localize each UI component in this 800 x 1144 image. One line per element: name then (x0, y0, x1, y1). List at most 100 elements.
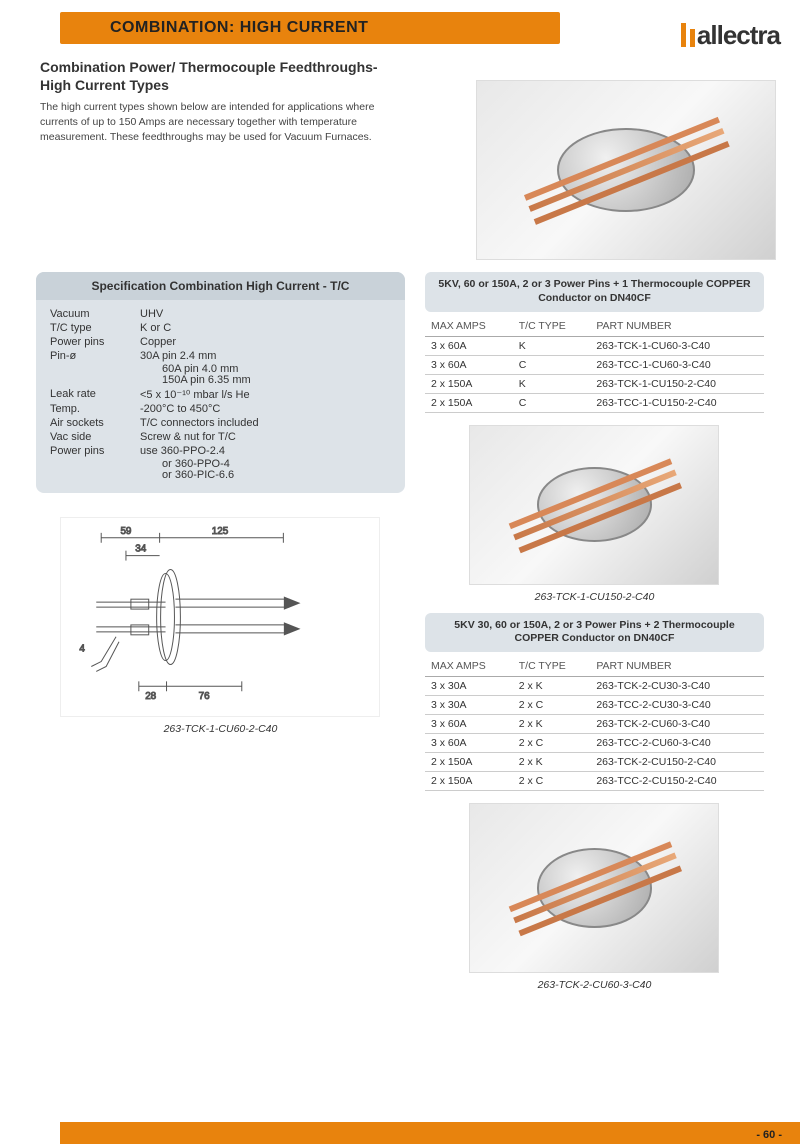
table2-title: 5KV 30, 60 or 150A, 2 or 3 Power Pins + … (425, 613, 764, 652)
table-column: T/C TYPE (513, 316, 591, 337)
product-table-2: 5KV 30, 60 or 150A, 2 or 3 Power Pins + … (425, 613, 764, 791)
table-cell: K (513, 374, 591, 393)
table-cell: C (513, 393, 591, 412)
spec-row: Vac sideScrew & nut for T/C (50, 431, 391, 443)
banner-title: COMBINATION: HIGH CURRENT (110, 19, 368, 37)
spec-row: VacuumUHV (50, 308, 391, 320)
spec-label: Power pins (50, 336, 140, 348)
spec-value: UHV (140, 308, 391, 320)
spec-label: T/C type (50, 322, 140, 334)
logo-bars-icon (681, 23, 695, 47)
table-row: 2 x 150A2 x K263-TCK-2-CU150-2-C40 (425, 753, 764, 772)
table-cell: 263-TCK-1-CU60-3-C40 (590, 336, 764, 355)
spec-value: Screw & nut for T/C (140, 431, 391, 443)
table-cell: 2 x K (513, 753, 591, 772)
product-photo-2 (469, 425, 719, 585)
dim-125: 125 (212, 526, 229, 537)
table-cell: 2 x 150A (425, 393, 513, 412)
table-cell: 263-TCK-2-CU150-2-C40 (590, 753, 764, 772)
dim-4: 4 (80, 644, 86, 655)
intro-heading: Combination Power/ Thermocouple Feedthro… (40, 58, 390, 94)
spec-label: Temp. (50, 403, 140, 415)
table-cell: 2 x K (513, 715, 591, 734)
spec-value: T/C connectors included (140, 417, 391, 429)
table-row: 3 x 60A2 x K263-TCK-2-CU60-3-C40 (425, 715, 764, 734)
table-cell: 2 x 150A (425, 374, 513, 393)
spec-row: Temp.-200°C to 450°C (50, 403, 391, 415)
table-cell: 2 x C (513, 696, 591, 715)
spec-value: 30A pin 2.4 mm (140, 350, 391, 362)
spec-row: Power pinsuse 360-PPO-2.4 (50, 445, 391, 457)
brand-name: allectra (697, 20, 780, 50)
spec-title: Specification Combination High Current -… (36, 272, 405, 300)
table-column: PART NUMBER (590, 656, 764, 677)
table-column: T/C TYPE (513, 656, 591, 677)
table-cell: 2 x 150A (425, 772, 513, 791)
table-cell: 3 x 60A (425, 715, 513, 734)
table-row: 2 x 150AC263-TCC-1-CU150-2-C40 (425, 393, 764, 412)
spec-value: use 360-PPO-2.4 (140, 445, 391, 457)
spec-label: Leak rate (50, 388, 140, 401)
dim-28: 28 (146, 692, 157, 703)
table-row: 3 x 60AK263-TCK-1-CU60-3-C40 (425, 336, 764, 355)
table-cell: 263-TCC-1-CU60-3-C40 (590, 355, 764, 374)
product-photo-3 (469, 803, 719, 973)
table-row: 2 x 150A2 x C263-TCC-2-CU150-2-C40 (425, 772, 764, 791)
photo2-caption: 263-TCK-1-CU150-2-C40 (425, 591, 764, 603)
spec-row: T/C typeK or C (50, 322, 391, 334)
table-cell: 263-TCC-2-CU150-2-C40 (590, 772, 764, 791)
spec-label: Power pins (50, 445, 140, 457)
table-cell: 3 x 60A (425, 355, 513, 374)
spec-box: Specification Combination High Current -… (36, 272, 405, 493)
table1-title: 5KV, 60 or 150A, 2 or 3 Power Pins + 1 T… (425, 272, 764, 311)
table-row: 2 x 150AK263-TCK-1-CU150-2-C40 (425, 374, 764, 393)
table-cell: 263-TCK-2-CU30-3-C40 (590, 677, 764, 696)
intro-body: The high current types shown below are i… (40, 100, 390, 144)
table-row: 3 x 60A2 x C263-TCC-2-CU60-3-C40 (425, 734, 764, 753)
table-cell: 2 x C (513, 734, 591, 753)
table-cell: 3 x 30A (425, 677, 513, 696)
table-cell: 263-TCK-1-CU150-2-C40 (590, 374, 764, 393)
table-cell: C (513, 355, 591, 374)
table-cell: 263-TCC-2-CU60-3-C40 (590, 734, 764, 753)
spec-label: Air sockets (50, 417, 140, 429)
table-cell: 2 x 150A (425, 753, 513, 772)
section-banner: COMBINATION: HIGH CURRENT (60, 12, 560, 44)
photo3-caption: 263-TCK-2-CU60-3-C40 (425, 979, 764, 991)
table-row: 3 x 30A2 x K263-TCK-2-CU30-3-C40 (425, 677, 764, 696)
spec-row: Air socketsT/C connectors included (50, 417, 391, 429)
page-number: - 60 - (756, 1129, 782, 1141)
table-row: 3 x 60AC263-TCC-1-CU60-3-C40 (425, 355, 764, 374)
product-photo-1 (476, 80, 776, 260)
spec-label: Vac side (50, 431, 140, 443)
table-cell: 2 x C (513, 772, 591, 791)
spec-value: -200°C to 450°C (140, 403, 391, 415)
footer-bar (60, 1122, 800, 1144)
spec-row: Leak rate<5 x 10⁻¹⁰ mbar l/s He (50, 388, 391, 401)
table-column: MAX AMPS (425, 656, 513, 677)
table-cell: 263-TCK-2-CU60-3-C40 (590, 715, 764, 734)
product-table-1: 5KV, 60 or 150A, 2 or 3 Power Pins + 1 T… (425, 272, 764, 412)
table-column: PART NUMBER (590, 316, 764, 337)
table-cell: 3 x 60A (425, 336, 513, 355)
table-cell: 263-TCC-2-CU30-3-C40 (590, 696, 764, 715)
spec-row: Pin-ø30A pin 2.4 mm (50, 350, 391, 362)
table-cell: 2 x K (513, 677, 591, 696)
dim-76: 76 (199, 692, 210, 703)
spec-value: Copper (140, 336, 391, 348)
spec-label: Vacuum (50, 308, 140, 320)
spec-row: Power pinsCopper (50, 336, 391, 348)
table-row: 3 x 30A2 x C263-TCC-2-CU30-3-C40 (425, 696, 764, 715)
dim-34: 34 (136, 544, 147, 555)
table-cell: 263-TCC-1-CU150-2-C40 (590, 393, 764, 412)
spec-sub: 150A pin 6.35 mm (50, 374, 391, 386)
dim-59: 59 (121, 526, 132, 537)
table-cell: 3 x 60A (425, 734, 513, 753)
table-cell: K (513, 336, 591, 355)
table-column: MAX AMPS (425, 316, 513, 337)
table-cell: 3 x 30A (425, 696, 513, 715)
intro-block: Combination Power/ Thermocouple Feedthro… (0, 50, 430, 148)
spec-label: Pin-ø (50, 350, 140, 362)
spec-value: K or C (140, 322, 391, 334)
technical-drawing: 59 125 34 4 (60, 517, 380, 717)
